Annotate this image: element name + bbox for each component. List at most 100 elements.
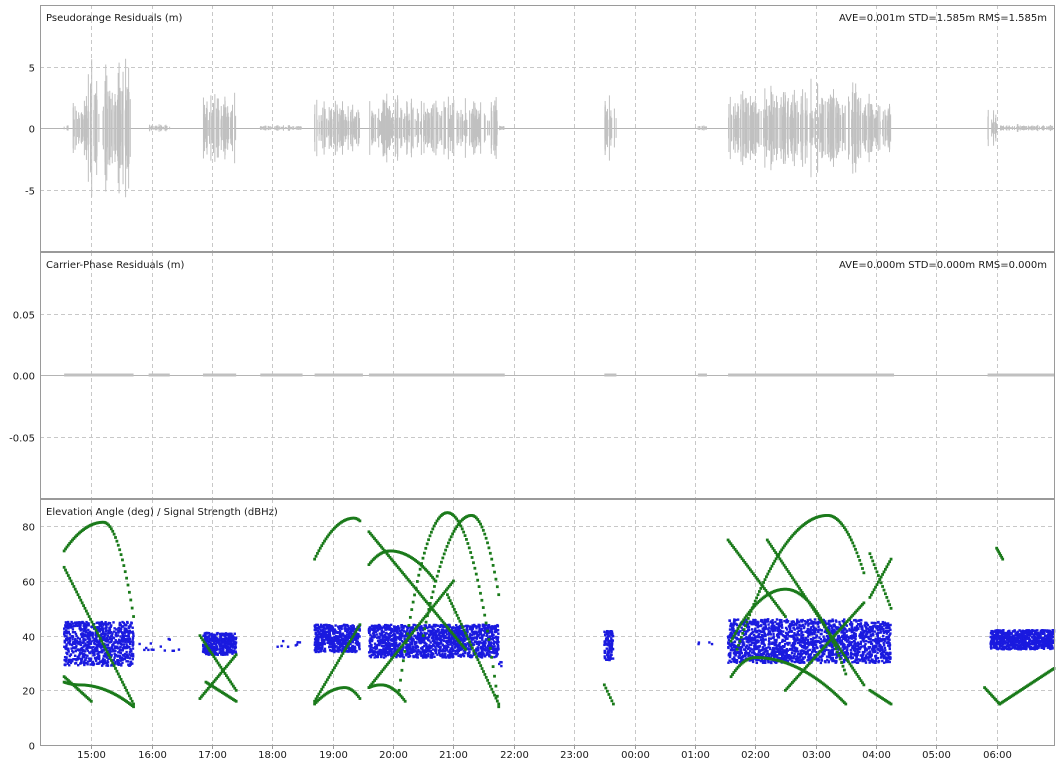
signal-strength-point (386, 644, 390, 647)
signal-strength-point (390, 638, 394, 641)
signal-strength-point (395, 644, 399, 647)
signal-strength-point (104, 621, 107, 624)
signal-strength-point (321, 645, 324, 648)
signal-strength-point (91, 648, 94, 652)
signal-strength-point (820, 632, 823, 635)
signal-strength-point (326, 627, 329, 630)
signal-strength-point (384, 634, 387, 638)
signal-strength-point (117, 631, 120, 634)
signal-strength-point (116, 642, 120, 645)
signal-strength-point (223, 634, 227, 637)
signal-strength-point (119, 651, 122, 655)
signal-strength-point (448, 639, 451, 642)
signal-strength-point (434, 631, 437, 634)
signal-strength-point (332, 632, 335, 635)
signal-strength-point (428, 630, 431, 633)
signal-strength-point (345, 637, 348, 641)
signal-strength-point (491, 633, 494, 636)
signal-strength-point (454, 628, 457, 632)
signal-strength-point (751, 636, 754, 640)
signal-strength-point (123, 657, 126, 661)
signal-strength-point (116, 634, 120, 637)
signal-strength-point (66, 625, 69, 628)
signal-strength-point (803, 643, 807, 646)
signal-strength-point (845, 650, 849, 653)
signal-strength-point (811, 650, 814, 654)
signal-strength-point (426, 654, 430, 658)
signal-strength-point (369, 647, 372, 650)
signal-strength-point (606, 635, 610, 638)
signal-strength-point (611, 632, 614, 635)
signal-strength-point (439, 646, 442, 650)
signal-strength-point (782, 630, 785, 633)
signal-strength-point (219, 650, 223, 653)
signal-strength-point (608, 631, 612, 634)
signal-strength-point (407, 646, 410, 650)
signal-strength-point (481, 645, 484, 648)
signal-strength-point (69, 643, 72, 646)
signal-strength-point (431, 648, 435, 651)
signal-strength-point (81, 628, 84, 631)
signal-strength-point (74, 623, 77, 626)
signal-strength-point (769, 621, 772, 624)
signal-strength-point (434, 629, 437, 633)
signal-strength-point (838, 651, 842, 655)
signal-strength-point (212, 633, 215, 636)
signal-strength-point (125, 623, 128, 627)
signal-strength-point (339, 646, 342, 649)
pseudorange-stats: AVE=0.001m STD=1.585m RMS=1.585m (839, 13, 1047, 24)
signal-strength-point (410, 650, 414, 653)
signal-strength-point (435, 643, 439, 647)
signal-strength-point (64, 630, 68, 634)
signal-strength-point (110, 647, 114, 650)
signal-strength-point (604, 658, 608, 661)
signal-strength-point (111, 644, 114, 647)
signal-strength-point (126, 637, 130, 641)
signal-strength-point (349, 642, 352, 646)
signal-strength-point (493, 649, 497, 652)
signal-strength-point (225, 649, 229, 652)
signal-strength-point (400, 624, 404, 627)
signal-strength-point (371, 628, 374, 631)
signal-strength-point (330, 639, 333, 642)
signal-strength-point (425, 636, 428, 640)
signal-strength-point (227, 650, 230, 654)
signal-strength-point (781, 647, 784, 651)
signal-strength-point (118, 649, 121, 653)
signal-strength-point (227, 647, 230, 651)
signal-strength-point (381, 636, 384, 640)
signal-strength-point (414, 653, 418, 657)
signal-strength-point (444, 655, 447, 659)
signal-strength-point (329, 639, 332, 642)
signal-strength-point (379, 639, 383, 642)
signal-strength-point (452, 643, 455, 646)
signal-strength-point (120, 663, 123, 666)
signal-strength-point (792, 627, 795, 630)
signal-strength-point (423, 652, 426, 655)
signal-strength-point (337, 640, 341, 644)
signal-strength-point (375, 633, 378, 636)
signal-strength-point (338, 648, 342, 652)
signal-strength-point (367, 627, 371, 631)
signal-strength-point (86, 663, 89, 666)
signal-strength-point (374, 645, 377, 648)
signal-strength-point (86, 633, 89, 637)
signal-strength-point (803, 625, 806, 628)
signal-strength-point (122, 643, 126, 646)
signal-strength-point (314, 646, 317, 650)
signal-strength-point (357, 643, 360, 647)
signal-strength-point (353, 647, 357, 650)
signal-strength-point (127, 663, 130, 666)
signal-strength-point (606, 654, 610, 657)
signal-strength-point (313, 638, 317, 641)
signal-strength-point (121, 661, 124, 664)
signal-strength-point (319, 650, 322, 653)
signal-strength-point (104, 632, 107, 635)
signal-strength-point (393, 649, 396, 653)
signal-strength-point (481, 654, 484, 658)
residual-point (260, 373, 303, 377)
signal-strength-point (229, 642, 233, 646)
signal-strength-point (74, 637, 77, 641)
signal-strength-point (838, 641, 841, 644)
